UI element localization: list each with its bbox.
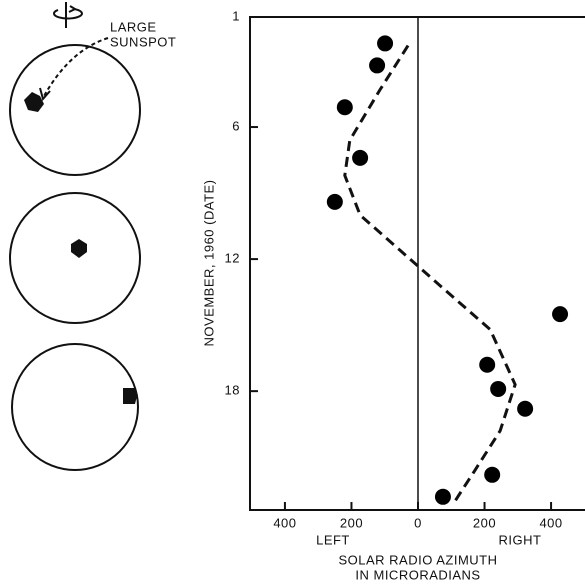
x-axis-label: IN MICRORADIANS	[355, 567, 480, 582]
sun-disk	[9, 44, 141, 176]
y-tick-label: 6	[232, 118, 240, 133]
sun-disk	[11, 343, 139, 471]
data-point	[326, 193, 343, 210]
data-point	[336, 99, 353, 116]
x-tick-label: 0	[414, 515, 422, 530]
pointer-arrowhead	[39, 87, 51, 102]
sunspot	[123, 388, 137, 404]
sunspot	[71, 239, 87, 258]
x-tick-label: 400	[539, 515, 562, 530]
sunspots	[24, 92, 137, 404]
data-point	[377, 35, 394, 52]
sun-diagrams	[9, 2, 141, 471]
pointer-arrow	[43, 37, 109, 97]
x-side-label: RIGHT	[499, 532, 542, 547]
rotation-arrowhead	[68, 5, 78, 13]
data-point	[484, 466, 501, 483]
y-tick-label: 12	[225, 251, 240, 266]
x-tick-label: 200	[473, 515, 496, 530]
data-point	[369, 57, 386, 74]
data-point	[517, 400, 534, 417]
data-point	[552, 306, 569, 323]
x-tick-label: 400	[273, 515, 296, 530]
data-point	[479, 356, 496, 373]
y-tick-label: 18	[225, 383, 240, 398]
annotation: SUNSPOT	[110, 34, 176, 49]
sun-disk	[9, 192, 141, 324]
data-point	[352, 149, 369, 166]
data-point	[490, 380, 507, 397]
x-axis-label: SOLAR RADIO AZIMUTH	[338, 552, 497, 567]
sunspot	[24, 92, 44, 112]
x-side-label: LEFT	[316, 532, 350, 547]
y-tick-label: 1	[232, 8, 240, 23]
x-tick-label: 200	[340, 515, 363, 530]
fit-curve	[343, 44, 517, 503]
data-point	[434, 488, 451, 505]
rotation-arrow	[53, 8, 83, 20]
y-axis-label: NOVEMBER, 1960 (DATE)	[201, 179, 216, 346]
annotation: LARGE	[110, 19, 157, 34]
